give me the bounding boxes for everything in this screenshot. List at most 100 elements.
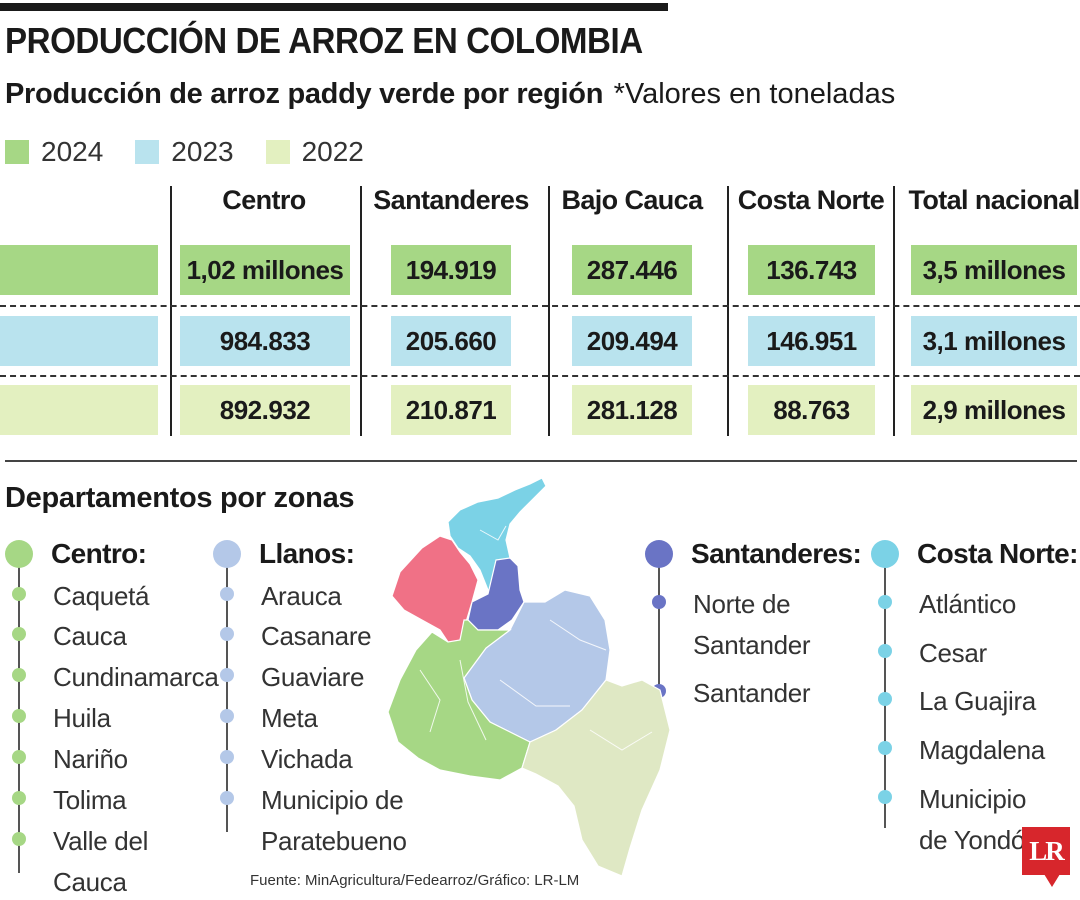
table-cell: 210.871 (391, 385, 511, 435)
legend: 2024 2023 2022 (5, 132, 396, 172)
table-cell: 194.919 (391, 245, 511, 295)
zone-item: Arauca (213, 576, 342, 617)
zone-item: Meta (213, 698, 318, 739)
map-region-caribe (391, 535, 479, 649)
zone-item: Caquetá (5, 576, 150, 617)
zone-item-dot (220, 750, 234, 764)
zone-item-dot (12, 587, 26, 601)
zone-item-dot (878, 741, 892, 755)
zone-item: La Guajira (871, 681, 1036, 722)
top-rule (0, 3, 668, 11)
zone-marker (645, 540, 673, 568)
legend-item-2024: 2024 (5, 136, 103, 168)
zone-name: Centro: (51, 538, 147, 569)
column-divider (548, 186, 550, 436)
zone-name: Llanos: (259, 538, 355, 569)
zone-header: Llanos: (213, 538, 355, 569)
lr-logo: LR (1022, 827, 1072, 889)
zone-item: Huila (5, 698, 111, 739)
zone-item-label: Santander (693, 678, 811, 708)
zone-item-dot (12, 627, 26, 641)
table-cell: 287.446 (572, 245, 692, 295)
row-year-band-2023 (0, 316, 158, 366)
zone-item-dot (220, 587, 234, 601)
section-divider (5, 460, 1077, 462)
zone-item-dot (878, 644, 892, 658)
column-header: Total nacional (908, 185, 1080, 215)
subtitle-text: Producción de arroz paddy verde por regi… (5, 78, 604, 110)
zone-marker (5, 540, 33, 568)
source-note: Fuente: MinAgricultura/Fedearroz/Gráfico… (250, 872, 580, 889)
map-region-costa-norte (447, 477, 547, 599)
table-cell: 209.494 (572, 316, 692, 366)
zone-name: Costa Norte: (917, 538, 1078, 569)
row-year-band-2022 (0, 385, 158, 435)
chart-title: PRODUCCIÓN DE ARROZ EN COLOMBIA (5, 20, 643, 61)
zone-item-dot (220, 709, 234, 723)
row-divider (0, 305, 1080, 307)
zone-item-dot (12, 709, 26, 723)
zone-item-dot (220, 791, 234, 805)
zone-line (658, 567, 660, 729)
zone-item-label: Vichada (261, 744, 353, 774)
zone-item: Cundinamarca (5, 657, 219, 698)
zone-item: Casanare (213, 616, 372, 657)
table-cell: 281.128 (572, 385, 692, 435)
table-cell: 88.763 (748, 385, 875, 435)
zone-line (226, 567, 228, 832)
zone-item-label: Municipio de Paratebueno (261, 785, 407, 856)
zone-item: Valle del Cauca (5, 821, 148, 900)
legend-swatch (5, 140, 29, 164)
zone-item: Cesar (871, 633, 987, 674)
zone-item-dot (12, 668, 26, 682)
zone-item-label: Meta (261, 703, 318, 733)
table-cell: 3,5 millones (911, 245, 1077, 295)
zone-header: Santanderes: (645, 538, 862, 569)
table-cell: 146.951 (748, 316, 875, 366)
table-cell: 136.743 (748, 245, 875, 295)
zone-item-label: Huila (53, 703, 111, 733)
zone-item-dot (12, 832, 26, 846)
zone-item-label: Cesar (919, 638, 987, 668)
departments-title: Departamentos por zonas (5, 482, 355, 514)
zone-item: Norte de Santander (645, 584, 811, 666)
lr-logo-box: LR (1022, 827, 1070, 875)
zone-item: Nariño (5, 739, 128, 780)
zone-header: Centro: (5, 538, 147, 569)
zone-header: Costa Norte: (871, 538, 1078, 569)
legend-label: 2022 (301, 136, 364, 167)
zone-item-dot (12, 791, 26, 805)
zone-item-label: La Guajira (919, 686, 1036, 716)
table-cell: 2,9 millones (911, 385, 1077, 435)
zone-name: Santanderes: (691, 538, 862, 569)
units-note: *Valores en toneladas (613, 78, 896, 110)
zone-item-dot (652, 595, 666, 609)
map-region-santanderes (467, 557, 525, 631)
zone-item: Vichada (213, 739, 353, 780)
zone-item-label: Norte de Santander (693, 589, 811, 660)
legend-swatch (135, 140, 160, 164)
lr-logo-tail (1044, 874, 1060, 887)
zone-item-label: Atlántico (919, 589, 1017, 619)
column-header: Centro (222, 185, 306, 215)
chart-subtitle: Producción de arroz paddy verde por regi… (5, 78, 895, 111)
zone-item: Tolima (5, 780, 127, 821)
legend-item-2022: 2022 (265, 136, 364, 168)
legend-item-2023: 2023 (135, 136, 234, 168)
zone-item-label: Nariño (53, 744, 128, 774)
map-region-centro (387, 619, 531, 781)
row-divider (0, 375, 1080, 377)
legend-swatch (265, 140, 290, 164)
zone-item-dot (878, 692, 892, 706)
column-header: Santanderes (373, 185, 529, 215)
zone-item-label: Magdalena (919, 735, 1045, 765)
row-year-band-2024 (0, 245, 158, 295)
zone-item: Atlántico (871, 584, 1016, 625)
zone-item-dot (220, 627, 234, 641)
zone-item: Magdalena (871, 730, 1045, 771)
column-divider (727, 186, 729, 436)
column-divider (170, 186, 172, 436)
column-header: Bajo Cauca (561, 185, 703, 215)
zone-item-label: Cundinamarca (53, 662, 219, 692)
colombia-map (387, 477, 671, 877)
